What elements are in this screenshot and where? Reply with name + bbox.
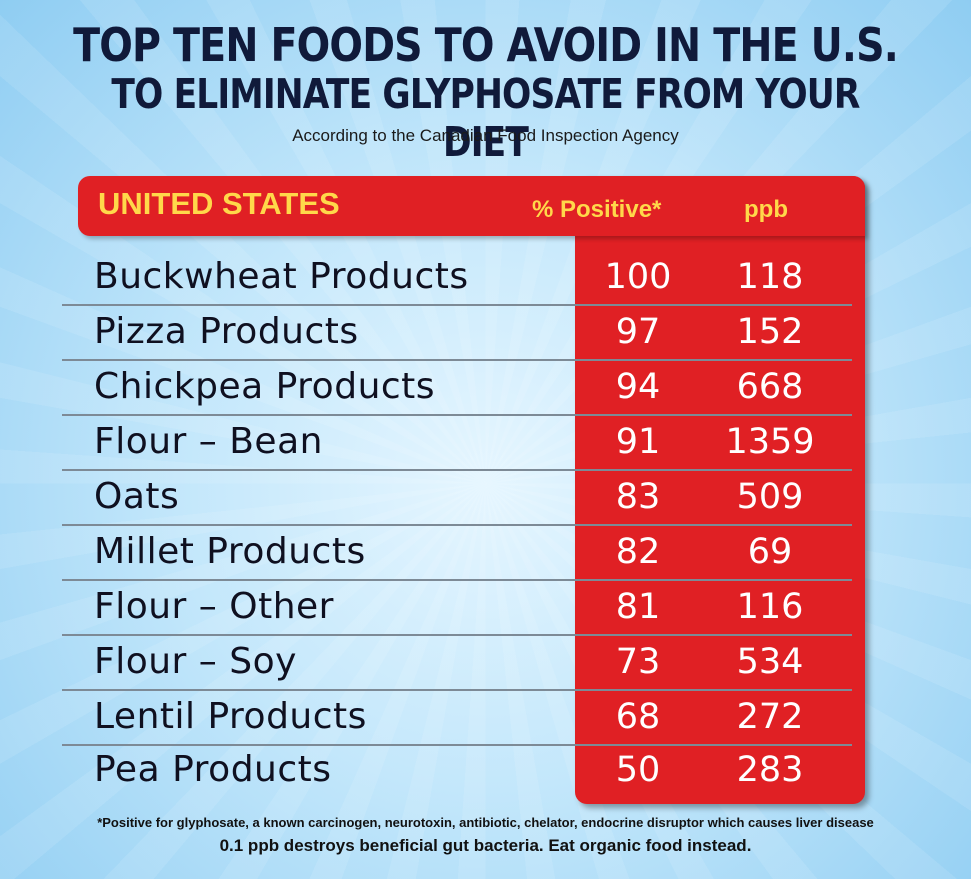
ppb-value: 69 <box>747 532 793 572</box>
food-name: Chickpea Products <box>94 366 436 407</box>
ppb-value: 283 <box>736 750 804 790</box>
food-name: Flour – Bean <box>94 421 323 462</box>
row-divider <box>62 744 852 746</box>
percent-positive-value: 50 <box>615 750 661 790</box>
percent-positive-value: 97 <box>615 312 661 352</box>
ppb-value: 118 <box>736 257 804 297</box>
row-divider <box>62 469 852 471</box>
source-attribution: According to the Canadian Food Inspectio… <box>292 126 679 145</box>
page-subtitle: TO ELIMINATE GLYPHOSATE FROM YOUR DIET <box>111 70 860 166</box>
food-name: Pea Products <box>94 749 332 790</box>
percent-positive-value: 68 <box>615 697 661 737</box>
footnote-disclaimer: *Positive for glyphosate, a known carcin… <box>97 815 874 830</box>
page-title: TOP TEN FOODS TO AVOID IN THE U.S. <box>73 18 899 72</box>
percent-positive-value: 82 <box>615 532 661 572</box>
ppb-value: 152 <box>736 312 804 352</box>
food-name: Flour – Soy <box>94 641 297 682</box>
ppb-value: 668 <box>736 367 804 407</box>
food-name: Oats <box>94 476 180 517</box>
percent-positive-value: 94 <box>615 367 661 407</box>
ppb-value: 534 <box>736 642 804 682</box>
values-panel <box>575 176 865 804</box>
row-divider <box>62 414 852 416</box>
percent-positive-value: 83 <box>615 477 661 517</box>
percent-positive-value: 91 <box>615 422 661 462</box>
food-name: Pizza Products <box>94 311 359 352</box>
row-divider <box>62 524 852 526</box>
food-name: Millet Products <box>94 531 366 572</box>
food-name: Flour – Other <box>94 586 334 627</box>
column-header-ppb: ppb <box>744 196 788 223</box>
percent-positive-value: 73 <box>615 642 661 682</box>
percent-positive-value: 100 <box>604 257 672 297</box>
food-name: Buckwheat Products <box>94 256 469 297</box>
food-name: Lentil Products <box>94 696 367 737</box>
column-header-percent-positive: % Positive* <box>532 196 662 223</box>
row-divider <box>62 689 852 691</box>
footnote-advice: 0.1 ppb destroys beneficial gut bacteria… <box>219 836 752 855</box>
ppb-value: 116 <box>736 587 804 627</box>
row-divider <box>62 304 852 306</box>
row-divider <box>62 634 852 636</box>
ppb-value: 509 <box>736 477 804 517</box>
table-header-bar <box>78 176 865 236</box>
country-label: UNITED STATES <box>98 186 340 221</box>
row-divider <box>62 359 852 361</box>
ppb-value: 272 <box>736 697 804 737</box>
percent-positive-value: 81 <box>615 587 661 627</box>
ppb-value: 1359 <box>725 422 815 462</box>
row-divider <box>62 579 852 581</box>
